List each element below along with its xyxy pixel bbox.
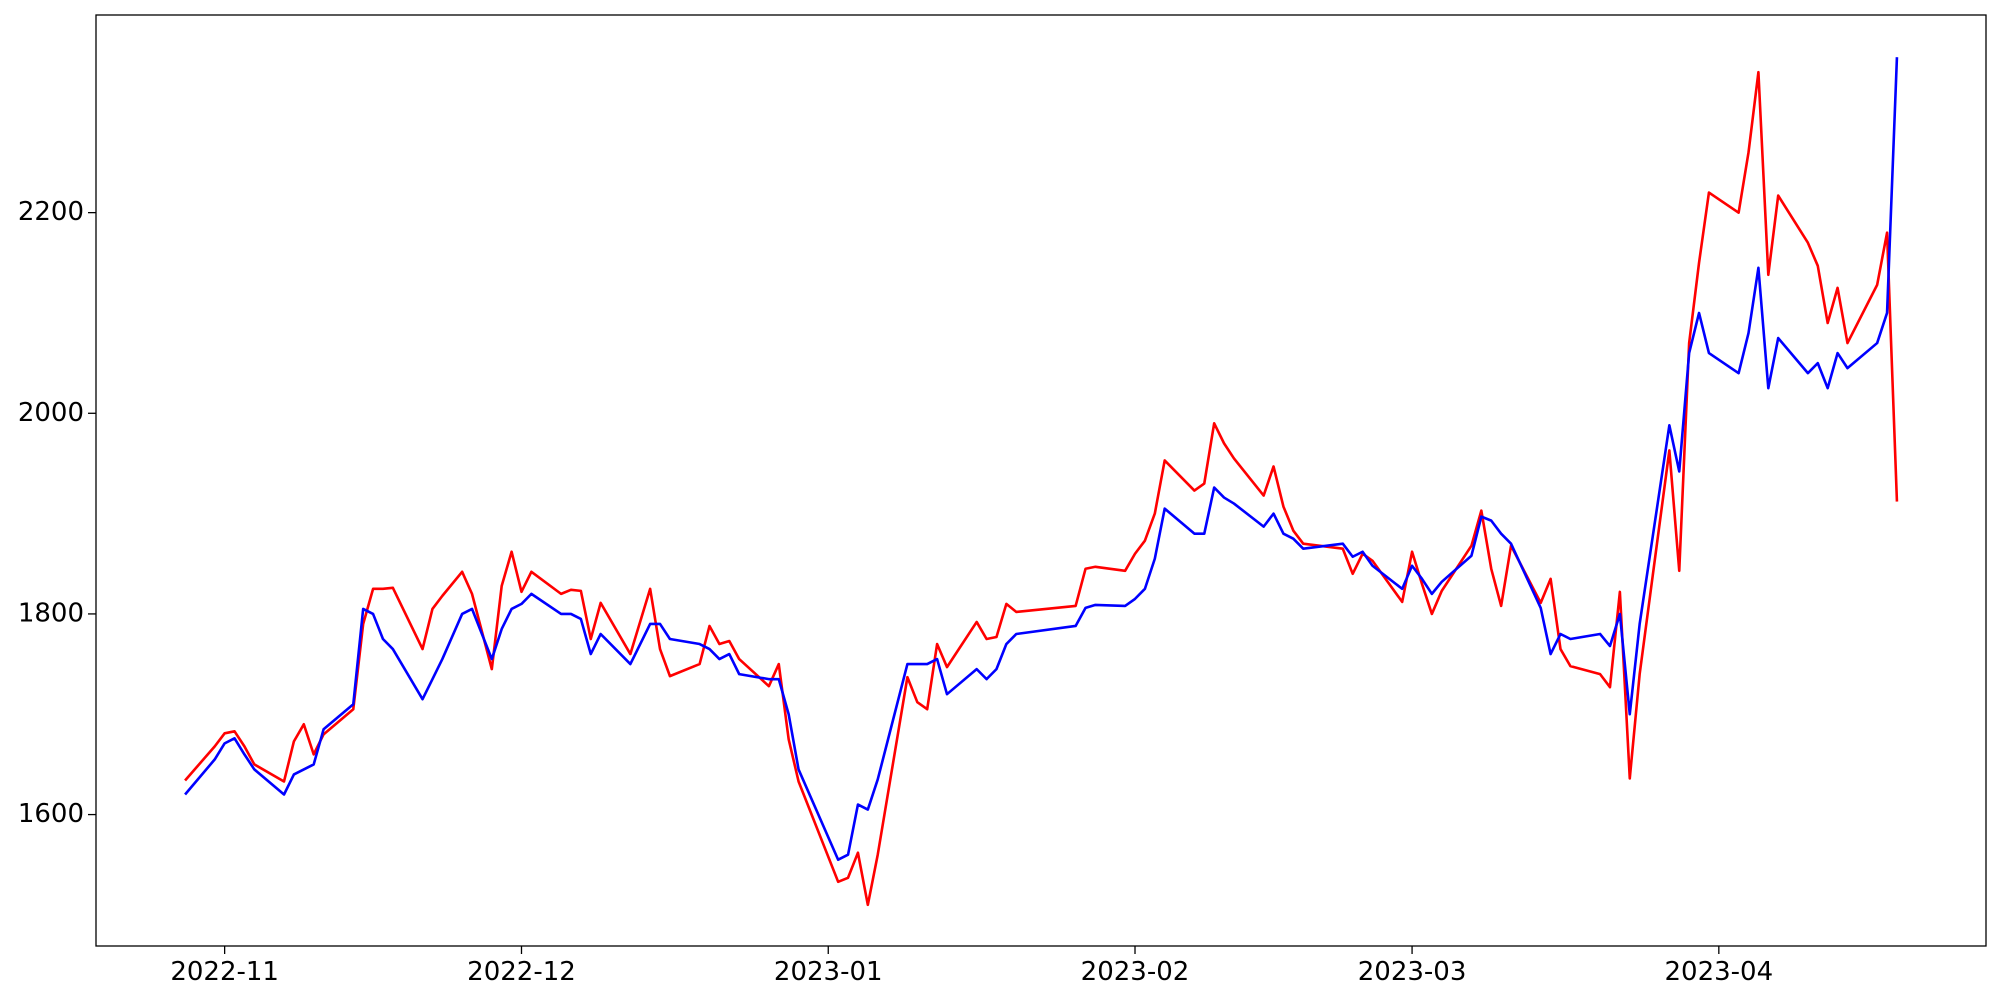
y-tick-label: 2000	[18, 398, 84, 428]
y-tick-label: 1800	[18, 598, 84, 628]
line-series	[184, 70, 1899, 907]
line-series	[184, 57, 1899, 862]
x-tick-label: 2023-01	[774, 957, 883, 987]
plot-frame	[95, 14, 1987, 947]
y-tick-label: 1600	[18, 799, 84, 829]
x-tick-label: 2022-11	[170, 957, 279, 987]
x-tick-label: 2022-12	[467, 957, 576, 987]
x-tick-label: 2023-03	[1358, 957, 1467, 987]
y-tick-label: 2200	[18, 197, 84, 227]
x-tick-label: 2023-02	[1081, 957, 1190, 987]
x-tick-label: 2023-04	[1665, 957, 1774, 987]
